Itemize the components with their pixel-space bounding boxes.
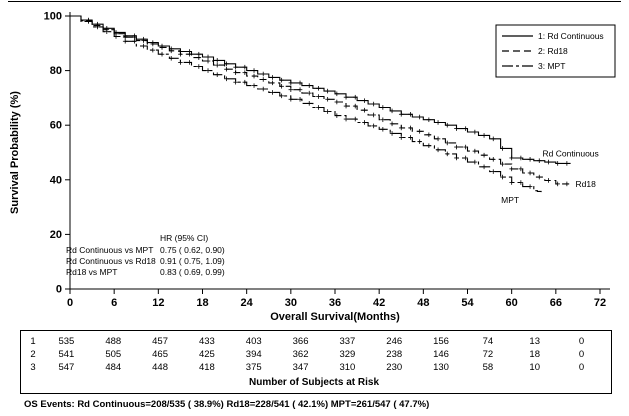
risk-count: 541	[58, 349, 75, 360]
risk-count: 403	[245, 336, 262, 347]
x-tick-label: 60	[506, 297, 518, 309]
risk-count: 0	[578, 336, 585, 347]
km-curve-mpt	[70, 15, 542, 193]
risk-table-title: Number of Subjects at Risk	[248, 377, 380, 388]
y-tick-label: 60	[50, 120, 62, 132]
risk-count: 465	[152, 349, 168, 360]
hr-comparison: Rd Continuous vs MPT	[66, 245, 153, 255]
km-curve-rd-continuous	[70, 15, 571, 164]
risk-row: 2 541 505 465 425 394 362 329 238 146 72 18 0	[23, 348, 605, 361]
risk-count: 246	[386, 336, 403, 347]
hr-comparison: Rd Continuous vs Rd18	[66, 256, 156, 266]
risk-count: 433	[198, 336, 215, 347]
curve-label-mpt: MPT	[501, 195, 519, 205]
y-tick-label: 80	[50, 65, 62, 77]
legend-label: 1: Rd Continuous	[538, 31, 604, 41]
risk-table-rows: 1 535 488 457 433 403 366 337 246 156 74 13 0 2 541 505…	[23, 335, 605, 374]
x-tick-label: 36	[329, 297, 341, 309]
hr-value: 0.75 ( 0.62, 0.90)	[160, 245, 225, 255]
y-tick-label: 100	[44, 11, 62, 23]
os-events-footer: OS Events: Rd Continuous=208/535 ( 38.9%…	[24, 399, 430, 410]
risk-count: 18	[529, 349, 540, 360]
survival-chart: 0 20 40 60 80 100 0 6 12 18 24 30 36 42 48 54 60 66 72 Over…	[8, 1, 621, 323]
risk-count: 230	[386, 362, 403, 373]
curve-label-rd-continuous: Rd Continuous	[543, 148, 599, 158]
x-tick-label: 72	[594, 297, 606, 309]
y-tick-label: 0	[56, 284, 62, 296]
risk-count: 362	[292, 349, 309, 360]
hr-header: HR (95% CI)	[160, 233, 208, 243]
risk-row: 1 535 488 457 433 403 366 337 246 156 74 13 0	[23, 335, 605, 348]
risk-count: 74	[482, 336, 494, 347]
x-tick-label: 48	[417, 297, 429, 309]
hr-value: 0.83 ( 0.69, 0.99)	[160, 267, 225, 277]
risk-count: 156	[433, 336, 449, 347]
risk-count: 238	[386, 349, 403, 360]
risk-count: 394	[245, 349, 262, 360]
risk-count: 457	[152, 336, 168, 347]
curve-label-rd18: Rd18	[576, 179, 597, 189]
risk-count: 337	[339, 336, 356, 347]
risk-count: 347	[292, 362, 309, 373]
risk-count: 366	[292, 336, 309, 347]
risk-count: 418	[198, 362, 215, 373]
risk-count: 58	[482, 362, 494, 373]
x-tick-label: 66	[550, 297, 562, 309]
risk-row-id: 2	[30, 349, 36, 360]
risk-row-id: 3	[30, 362, 36, 373]
risk-count: 13	[529, 336, 540, 347]
risk-count: 375	[245, 362, 262, 373]
risk-count: 130	[433, 362, 449, 373]
risk-count: 547	[58, 362, 75, 373]
hr-value: 0.91 ( 0.75, 1.09)	[160, 256, 225, 266]
x-axis-title: Overall Survival(Months)	[270, 311, 400, 323]
risk-count: 329	[339, 349, 356, 360]
x-tick-label: 12	[152, 297, 164, 309]
risk-count: 0	[578, 362, 585, 373]
x-tick-label: 54	[461, 297, 474, 309]
legend-label: 3: MPT	[538, 61, 565, 71]
y-tick-label: 20	[50, 229, 62, 241]
km-curve-rd18	[70, 15, 571, 185]
risk-count: 505	[105, 349, 122, 360]
x-tick-label: 30	[285, 297, 297, 309]
risk-count: 310	[339, 362, 356, 373]
x-tick-label: 42	[373, 297, 385, 309]
risk-row: 3 547 484 448 418 375 347 310 230 130 58 10 0	[23, 361, 605, 374]
x-tick-label: 0	[67, 297, 73, 309]
y-tick-label: 40	[50, 174, 62, 186]
legend-label: 2: Rd18	[538, 46, 568, 56]
risk-count: 484	[105, 362, 122, 373]
x-tick-label: 6	[111, 297, 117, 309]
risk-count: 72	[482, 349, 494, 360]
risk-count: 0	[578, 349, 585, 360]
risk-count: 448	[152, 362, 168, 373]
y-axis-title: Survival Probability (%)	[9, 91, 21, 214]
x-tick-label: 18	[196, 297, 208, 309]
risk-count: 425	[198, 349, 215, 360]
x-tick-label: 24	[241, 297, 254, 309]
hr-comparison: Rd18 vs MPT	[66, 267, 118, 277]
risk-count: 146	[433, 349, 449, 360]
risk-row-id: 1	[30, 336, 36, 347]
risk-table: 1 535 488 457 433 403 366 337 246 156 74 13 0 2 541 505…	[20, 330, 612, 394]
risk-count: 488	[105, 336, 122, 347]
risk-count: 535	[58, 336, 75, 347]
legend-box	[495, 24, 616, 78]
risk-count: 10	[529, 362, 540, 373]
